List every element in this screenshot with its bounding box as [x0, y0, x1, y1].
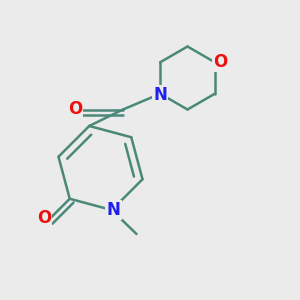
Text: O: O — [213, 53, 227, 70]
Text: N: N — [106, 201, 120, 219]
Text: O: O — [37, 209, 51, 227]
Text: N: N — [153, 86, 167, 104]
Text: O: O — [68, 100, 82, 118]
